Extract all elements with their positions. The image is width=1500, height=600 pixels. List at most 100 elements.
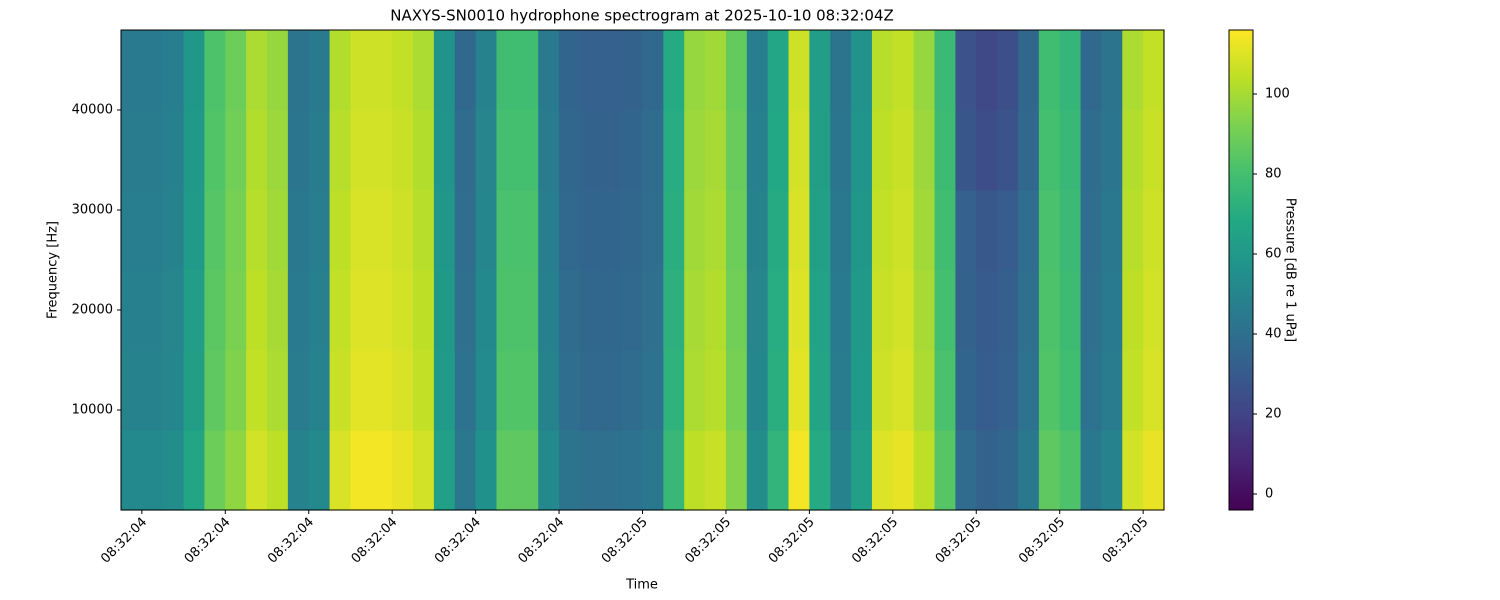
heatmap-cell bbox=[705, 110, 727, 191]
heatmap-cell bbox=[746, 350, 769, 431]
heatmap-cell bbox=[413, 350, 435, 431]
heatmap-cell bbox=[725, 270, 748, 351]
heatmap-cell bbox=[746, 30, 769, 111]
heatmap-cell bbox=[204, 30, 226, 111]
heatmap-cell bbox=[871, 110, 894, 191]
heatmap-cell bbox=[183, 190, 206, 271]
heatmap-cell bbox=[788, 350, 810, 431]
heatmap-cell bbox=[871, 270, 894, 351]
heatmap-cell bbox=[1143, 350, 1165, 431]
heatmap-cell bbox=[559, 430, 581, 511]
heatmap-cell bbox=[454, 350, 477, 431]
heatmap-cell bbox=[204, 270, 226, 351]
heatmap-cell bbox=[121, 350, 143, 431]
heatmap-cell bbox=[287, 110, 310, 191]
heatmap-cell bbox=[559, 110, 581, 191]
heatmap-cell bbox=[830, 190, 852, 271]
heatmap-cell bbox=[267, 270, 289, 351]
heatmap-cell bbox=[600, 110, 623, 191]
colorbar-tick-label: 100 bbox=[1265, 87, 1290, 102]
heatmap-cell bbox=[746, 430, 769, 511]
heatmap-cell bbox=[1101, 270, 1123, 351]
heatmap-cell bbox=[1038, 30, 1061, 111]
heatmap-cell bbox=[475, 190, 498, 271]
heatmap-cell bbox=[162, 110, 185, 191]
heatmap-cell bbox=[141, 110, 164, 191]
heatmap-cell bbox=[141, 350, 164, 431]
heatmap-cell bbox=[684, 350, 706, 431]
heatmap-cell bbox=[642, 270, 664, 351]
heatmap-cell bbox=[934, 350, 956, 431]
heatmap-cell bbox=[600, 190, 623, 271]
heatmap-cell bbox=[454, 270, 477, 351]
heatmap-cell bbox=[517, 350, 539, 431]
heatmap-cell bbox=[809, 190, 831, 271]
heatmap-cell bbox=[663, 430, 685, 511]
y-tick-label: 20000 bbox=[72, 303, 113, 318]
heatmap-cell bbox=[392, 270, 414, 351]
heatmap-cell bbox=[1038, 270, 1061, 351]
heatmap-cell bbox=[1080, 430, 1103, 511]
heatmap-cell bbox=[371, 190, 393, 271]
heatmap-cell bbox=[183, 270, 206, 351]
heatmap-cell bbox=[538, 110, 560, 191]
heatmap-cell bbox=[225, 110, 247, 191]
heatmap-cell bbox=[433, 110, 456, 191]
heatmap-cell bbox=[600, 270, 623, 351]
heatmap-cell bbox=[955, 110, 977, 191]
heatmap-cell bbox=[1038, 350, 1061, 431]
heatmap-cell bbox=[1143, 110, 1165, 191]
heatmap-cell bbox=[141, 190, 164, 271]
heatmap-cell bbox=[413, 190, 435, 271]
x-tick-label: 08:32:05 bbox=[766, 515, 818, 567]
x-tick-label: 08:32:05 bbox=[1016, 515, 1068, 567]
heatmap-cell bbox=[1122, 110, 1144, 191]
heatmap-cell bbox=[287, 30, 310, 111]
heatmap-cell bbox=[997, 430, 1019, 511]
heatmap-cell bbox=[1017, 190, 1040, 271]
heatmap-cell bbox=[1122, 190, 1144, 271]
heatmap-cell bbox=[830, 270, 852, 351]
heatmap-cell bbox=[955, 190, 977, 271]
heatmap-cell bbox=[767, 30, 790, 111]
heatmap-cell bbox=[559, 190, 581, 271]
heatmap-cell bbox=[934, 270, 956, 351]
heatmap-cell bbox=[830, 430, 852, 511]
heatmap-cell bbox=[1059, 350, 1082, 431]
heatmap-cell bbox=[183, 430, 206, 511]
heatmap-cell bbox=[559, 30, 581, 111]
heatmap-cell bbox=[225, 190, 247, 271]
heatmap-cell bbox=[871, 350, 894, 431]
heatmap-cell bbox=[1059, 190, 1082, 271]
heatmap-cell bbox=[496, 110, 518, 191]
x-tick-label: 08:32:05 bbox=[1100, 515, 1152, 567]
heatmap-cell bbox=[809, 270, 831, 351]
heatmap-cell bbox=[329, 190, 352, 271]
heatmap-cell bbox=[976, 110, 998, 191]
heatmap-cell bbox=[204, 190, 226, 271]
colorbar-tick-label: 0 bbox=[1265, 487, 1273, 502]
heatmap-cell bbox=[976, 190, 998, 271]
heatmap bbox=[121, 30, 1165, 511]
heatmap-cell bbox=[788, 30, 810, 111]
heatmap-cell bbox=[642, 30, 664, 111]
heatmap-cell bbox=[767, 110, 790, 191]
heatmap-cell bbox=[642, 350, 664, 431]
heatmap-cell bbox=[496, 190, 518, 271]
heatmap-cell bbox=[851, 190, 873, 271]
heatmap-cell bbox=[663, 30, 685, 111]
heatmap-cell bbox=[663, 190, 685, 271]
heatmap-cell bbox=[871, 30, 894, 111]
heatmap-cell bbox=[329, 270, 352, 351]
colorbar-tick-label: 20 bbox=[1265, 407, 1282, 422]
heatmap-cell bbox=[475, 350, 498, 431]
heatmap-cell bbox=[308, 270, 331, 351]
heatmap-cell bbox=[705, 190, 727, 271]
heatmap-cell bbox=[1017, 430, 1040, 511]
heatmap-cell bbox=[642, 430, 664, 511]
heatmap-cell bbox=[705, 430, 727, 511]
heatmap-cell bbox=[392, 190, 414, 271]
heatmap-cell bbox=[1101, 30, 1123, 111]
heatmap-cell bbox=[809, 430, 831, 511]
